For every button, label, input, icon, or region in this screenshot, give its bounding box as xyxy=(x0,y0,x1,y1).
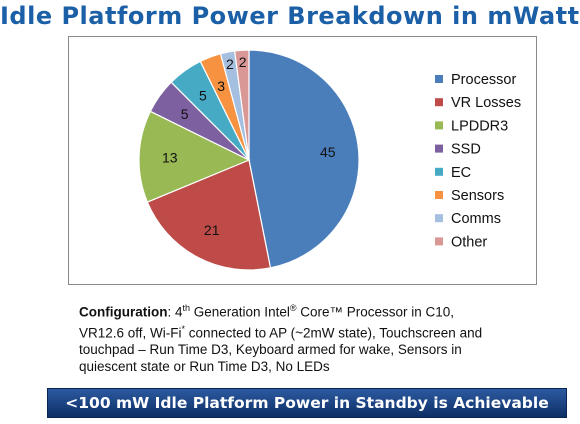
config-line3: touchpad – Run Time D3, Keyboard armed f… xyxy=(79,342,462,357)
legend-swatch-comms xyxy=(435,214,443,223)
chart-frame: 45 21 13 5 5 3 2 2 Processor VR Losses LPDDR3 SSD E… xyxy=(68,36,537,285)
legend-swatch-ssd xyxy=(435,144,443,153)
legend-label-other: Other xyxy=(451,234,487,250)
config-line2-pre: VR12.6 off, Wi-Fi xyxy=(79,325,182,340)
configuration-text: Configuration: 4th Generation Intel® Cor… xyxy=(79,300,549,375)
legend-swatch-other xyxy=(435,237,443,246)
pie-label-ec: 5 xyxy=(199,88,207,104)
pie-label-vr-losses: 21 xyxy=(204,222,220,238)
config-line1-sup1: th xyxy=(182,303,191,313)
legend-label-processor: Processor xyxy=(451,72,516,88)
legend-swatch-ec xyxy=(435,167,443,176)
legend-label-ec: EC xyxy=(451,165,471,181)
legend-label-comms: Comms xyxy=(451,211,501,227)
configuration-label: Configuration xyxy=(79,304,168,320)
page-title: Idle Platform Power Breakdown in mWatts xyxy=(0,2,580,30)
legend-swatch-vr-losses xyxy=(435,98,443,107)
pie-label-processor: 45 xyxy=(320,144,336,160)
summary-banner: <100 mW Idle Platform Power in Standby i… xyxy=(47,388,567,418)
legend-swatch-lpddr3 xyxy=(435,121,443,130)
legend-label-sensors: Sensors xyxy=(451,188,504,204)
config-line2-sup: * xyxy=(181,323,186,334)
config-line1-sup2: ® xyxy=(289,303,297,313)
pie-label-comms: 2 xyxy=(226,56,234,72)
pie-slices xyxy=(138,49,360,271)
legend-swatch-sensors xyxy=(435,191,443,199)
config-line2-post: connected to AP (~2mW state), Touchscree… xyxy=(185,325,483,340)
pie-slice-lpddr3 xyxy=(138,110,251,203)
pie-slice-processor xyxy=(248,49,360,269)
pie-label-ssd: 5 xyxy=(181,106,189,122)
pie-label-lpddr3: 13 xyxy=(162,149,178,165)
legend: Processor VR Losses LPDDR3 SSD EC Sensors Comm… xyxy=(435,72,521,250)
legend-label-ssd: SSD xyxy=(451,142,481,158)
config-line4: quiescent state or Run Time D3, No LEDs xyxy=(79,359,330,374)
legend-label-lpddr3: LPDDR3 xyxy=(451,118,508,134)
config-line1-mid: Generation Intel xyxy=(190,304,290,320)
config-line1-pre: : 4 xyxy=(167,304,183,320)
pie-slice-vr-losses xyxy=(146,159,272,271)
pie-label-other: 2 xyxy=(239,54,247,70)
pie-slice-other xyxy=(233,49,250,161)
config-line1-post: Core™ Processor in C10, xyxy=(296,304,455,320)
pie-label-sensors: 3 xyxy=(217,78,225,94)
legend-swatch-processor xyxy=(435,75,443,83)
legend-label-vr-losses: VR Losses xyxy=(451,95,521,111)
